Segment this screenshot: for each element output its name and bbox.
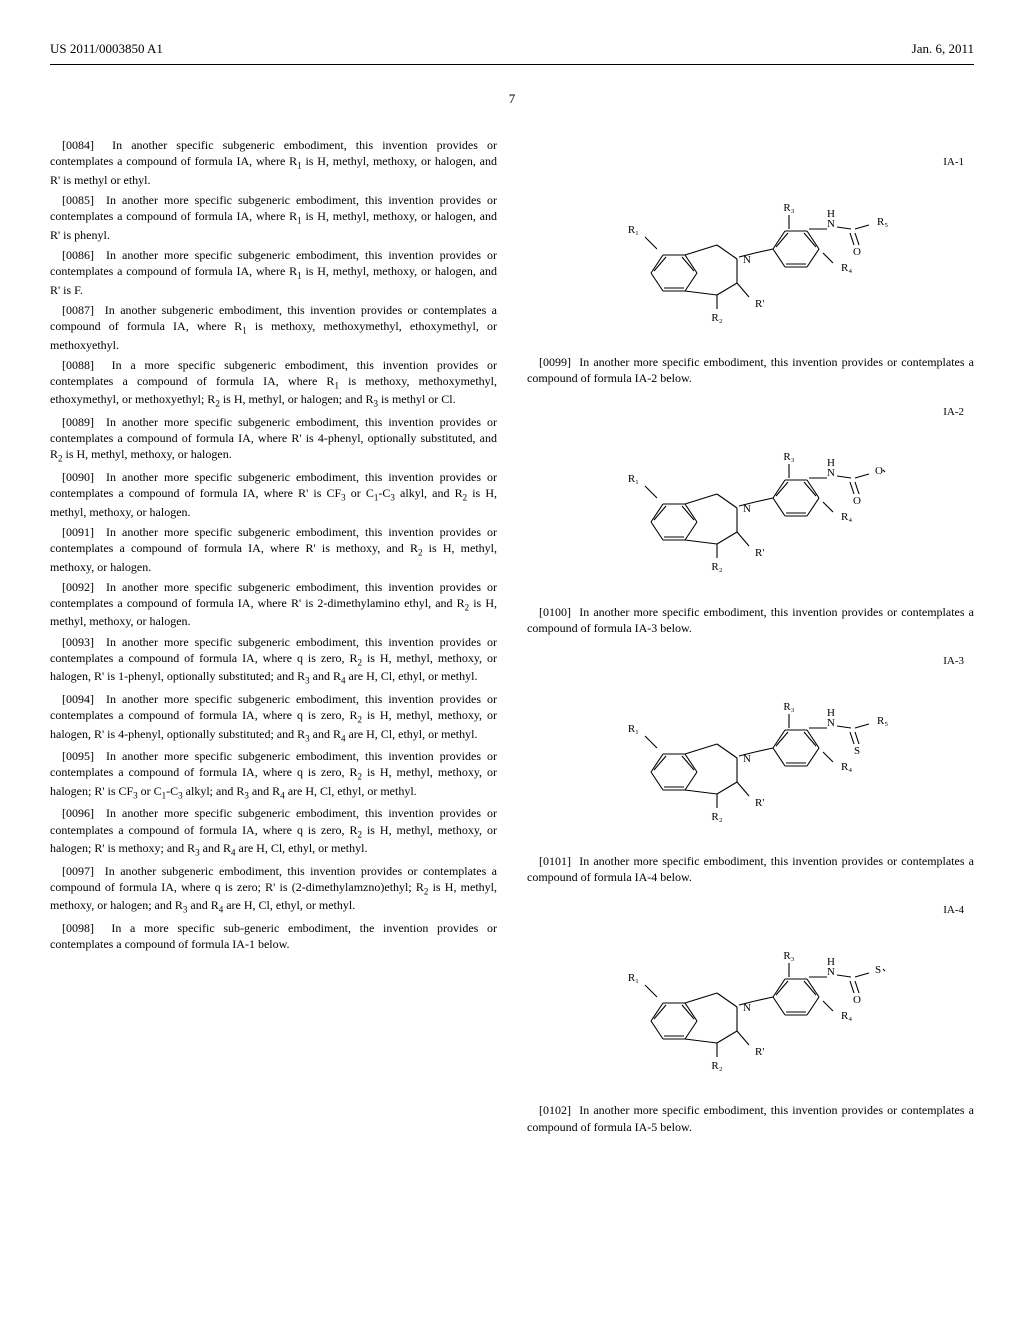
two-column-layout: [0084] In another specific subgeneric em… [50,137,974,1139]
paragraph: [0086] In another more specific subgener… [50,247,497,298]
pub-number: US 2011/0003850 A1 [50,40,163,58]
svg-text:R₁: R₁ [627,723,638,735]
svg-text:R₁: R₁ [627,473,638,485]
paragraph: [0098] In a more specific sub-generic em… [50,920,497,952]
header-rule [50,64,974,65]
svg-text:R₁: R₁ [627,972,638,984]
svg-text:R₂: R₂ [711,1060,722,1072]
paragraph: [0096] In another more specific subgener… [50,805,497,858]
svg-text:R₁: R₁ [627,224,638,236]
svg-text:R₃: R₃ [783,202,794,214]
svg-text:R₅: R₅ [877,715,888,727]
svg-text:R₃: R₃ [783,701,794,713]
paragraph: [0101] In another more specific embodime… [527,853,974,885]
para-number: [0102] [539,1103,571,1117]
paragraph: [0092] In another more specific subgener… [50,579,497,630]
para-number: [0091] [62,525,94,539]
paragraph: [0093] In another more specific subgener… [50,634,497,687]
paragraph: [0102] In another more specific embodime… [527,1102,974,1134]
svg-text:S: S [853,745,859,757]
svg-text:H: H [827,956,835,968]
paragraph: [0084] In another specific subgeneric em… [50,137,497,188]
svg-text:R₂: R₂ [711,312,722,324]
svg-text:O: O [875,465,883,477]
page-header: US 2011/0003850 A1 Jan. 6, 2011 [50,40,974,58]
formula-label: IA-2 [527,405,964,420]
formula-label: IA-4 [527,903,964,918]
page-number: 7 [50,90,974,108]
para-number: [0098] [62,921,94,935]
paragraph: [0095] In another more specific subgener… [50,748,497,801]
para-number: [0092] [62,580,94,594]
svg-text:R': R' [755,797,764,809]
svg-text:H: H [827,457,835,469]
paragraph: [0094] In another more specific subgener… [50,691,497,744]
left-column: [0084] In another specific subgeneric em… [50,137,497,1139]
svg-text:R₃: R₃ [783,950,794,962]
para-number: [0094] [62,692,94,706]
svg-text:H: H [827,208,835,220]
svg-text:R': R' [755,1046,764,1058]
para-number: [0089] [62,415,94,429]
svg-text:R₄: R₄ [841,1010,852,1022]
svg-text:R₄: R₄ [841,262,852,274]
svg-text:S: S [875,964,881,976]
para-number: [0086] [62,248,94,262]
para-number: [0084] [62,138,94,152]
paragraph: [0099] In another more specific embodime… [527,354,974,386]
paragraph: [0091] In another more specific subgener… [50,524,497,575]
right-column: IA-1NR₁R₂R'R₃R₄NHOR₅[0099] In another mo… [527,137,974,1139]
chemical-structure: NR₁R₂R'R₃R₄NHSR₅ [527,677,974,831]
svg-text:R₄: R₄ [841,511,852,523]
formula-label: IA-3 [527,654,964,669]
svg-text:O: O [853,495,861,507]
para-number: [0093] [62,635,94,649]
para-number: [0090] [62,470,94,484]
paragraph: [0100] In another more specific embodime… [527,604,974,636]
para-number: [0097] [62,864,94,878]
paragraph: [0089] In another more specific subgener… [50,414,497,465]
svg-text:R₅: R₅ [877,216,888,228]
para-number: [0085] [62,193,94,207]
svg-text:R₂: R₂ [711,561,722,573]
pub-date: Jan. 6, 2011 [912,40,974,58]
paragraph: [0085] In another more specific subgener… [50,192,497,243]
para-number: [0101] [539,854,571,868]
chemical-structure: NR₁R₂R'R₃R₄NHOR₅ [527,178,974,332]
para-number: [0088] [62,358,94,372]
svg-text:R': R' [755,547,764,559]
svg-text:R₃: R₃ [783,451,794,463]
para-number: [0095] [62,749,94,763]
paragraph: [0087] In another subgeneric embodiment,… [50,302,497,353]
para-number: [0100] [539,605,571,619]
svg-text:O: O [853,994,861,1006]
svg-text:R₂: R₂ [711,811,722,823]
svg-text:O: O [853,246,861,258]
paragraph: [0090] In another more specific subgener… [50,469,497,520]
paragraph: [0097] In another subgeneric embodiment,… [50,863,497,916]
paragraph: [0088] In a more specific subgeneric emb… [50,357,497,410]
formula-label: IA-1 [527,155,964,170]
chemical-structure: NR₁R₂R'R₃R₄NHOOR₅ [527,427,974,581]
para-number: [0099] [539,355,571,369]
para-number: [0096] [62,806,94,820]
svg-text:R': R' [755,298,764,310]
chemical-structure: NR₁R₂R'R₃R₄NHOSR₅ [527,926,974,1080]
svg-text:H: H [827,707,835,719]
svg-text:R₄: R₄ [841,761,852,773]
para-number: [0087] [62,303,94,317]
